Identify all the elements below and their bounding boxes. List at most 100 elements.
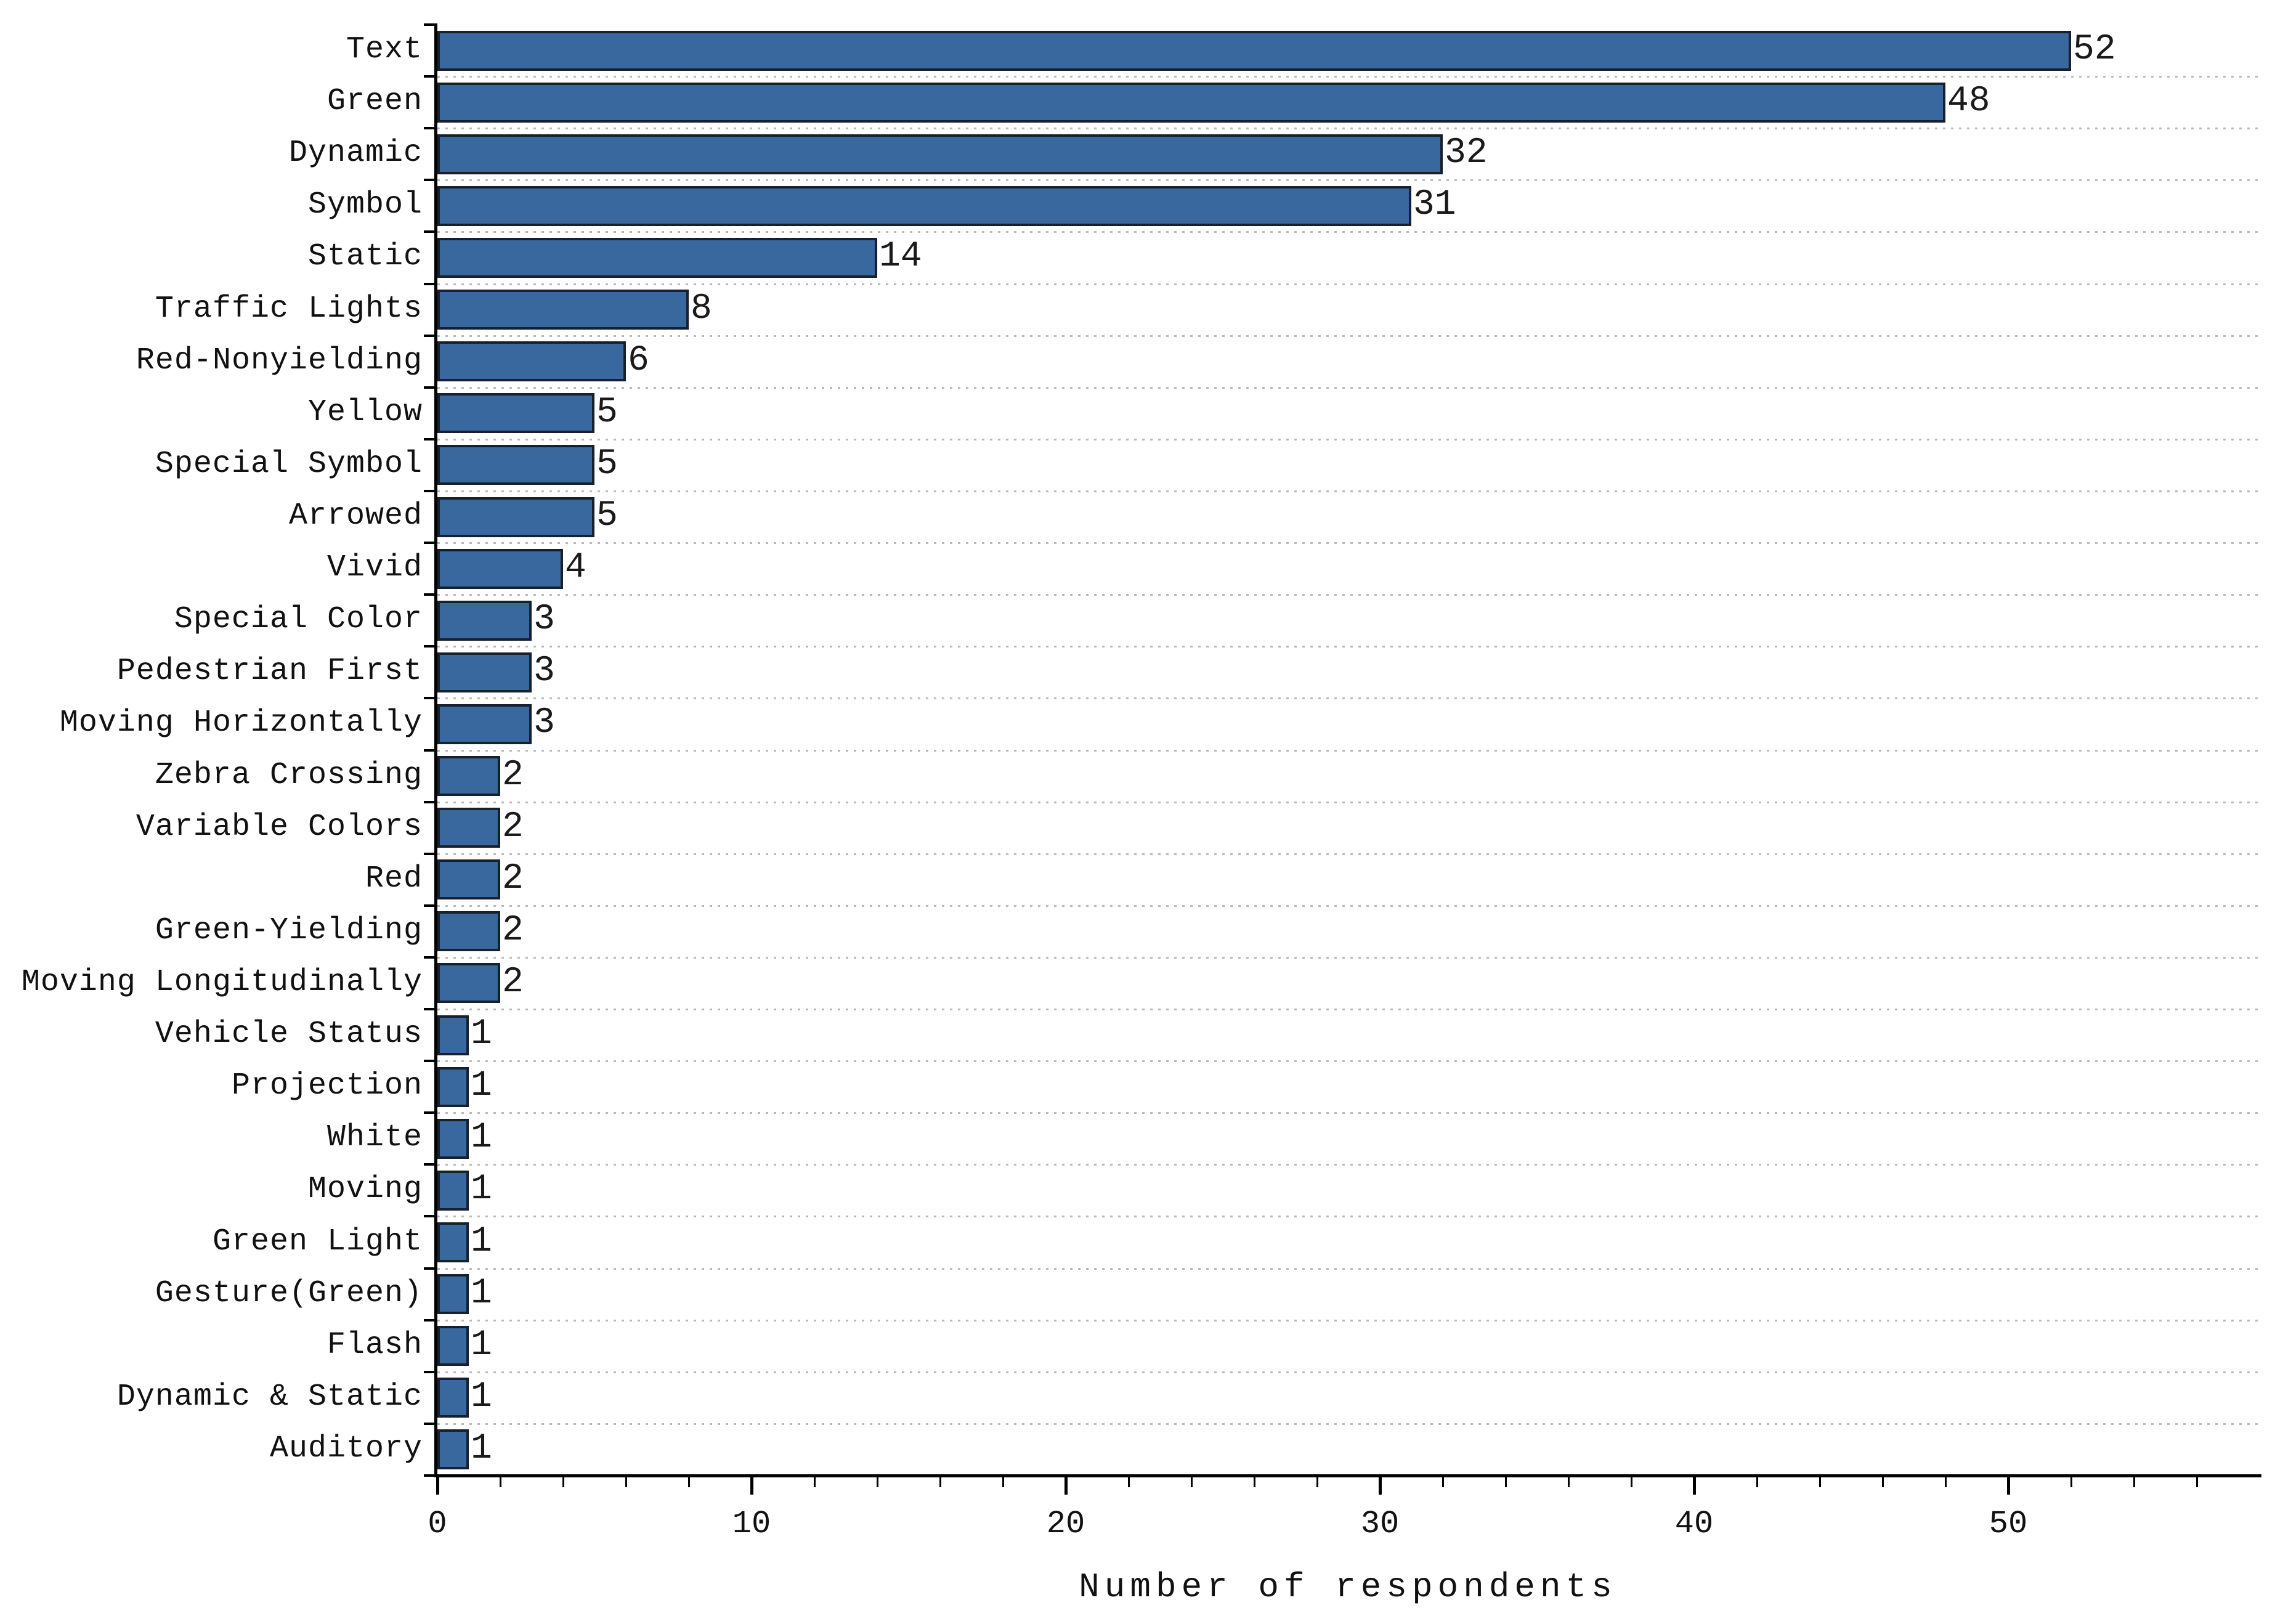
y-tick-label: Dynamic bbox=[288, 136, 423, 171]
gridline bbox=[437, 1060, 2260, 1063]
gridline bbox=[437, 646, 2260, 648]
bar-special-color bbox=[437, 601, 532, 641]
y-tick-label: Auditory bbox=[269, 1431, 423, 1466]
y-axis-tick bbox=[424, 230, 434, 233]
y-axis-tick bbox=[424, 75, 434, 78]
y-tick-label: Arrowed bbox=[288, 498, 423, 534]
y-axis-tick bbox=[424, 1111, 434, 1114]
y-axis-tick bbox=[424, 1370, 434, 1373]
y-tick-label: Moving bbox=[307, 1172, 423, 1207]
x-tick-label: 40 bbox=[1674, 1506, 1714, 1542]
x-axis-minor-tick bbox=[562, 1477, 564, 1487]
x-axis-minor-tick bbox=[877, 1477, 878, 1487]
y-tick-label: Green bbox=[326, 84, 423, 119]
bar-value-label: 31 bbox=[1413, 184, 1456, 225]
bar-value-label: 2 bbox=[502, 806, 524, 847]
bar-value-label: 3 bbox=[533, 599, 555, 639]
bar-vivid bbox=[437, 549, 563, 589]
x-axis-minor-tick bbox=[2196, 1477, 2198, 1487]
gridline bbox=[437, 386, 2260, 389]
x-axis-minor-tick bbox=[1128, 1477, 1130, 1487]
y-axis-tick bbox=[424, 1163, 434, 1166]
bar-dynamic bbox=[437, 134, 1443, 174]
y-axis-tick bbox=[424, 645, 434, 648]
y-axis-tick bbox=[424, 127, 434, 130]
bar-value-label: 3 bbox=[533, 651, 555, 691]
bar-moving-longitudinally bbox=[437, 963, 500, 1003]
y-axis-tick bbox=[424, 593, 434, 596]
bar-value-label: 1 bbox=[471, 1169, 492, 1209]
gridline bbox=[437, 76, 2260, 78]
y-axis-tick bbox=[424, 697, 434, 700]
y-axis-tick bbox=[424, 1474, 434, 1477]
x-axis-minor-tick bbox=[500, 1477, 501, 1487]
y-axis-tick bbox=[424, 904, 434, 907]
gridline bbox=[437, 231, 2260, 233]
bar-value-label: 5 bbox=[596, 495, 618, 536]
x-axis-minor-tick bbox=[939, 1477, 941, 1487]
y-axis-tick bbox=[424, 1318, 434, 1322]
gridline bbox=[437, 438, 2260, 441]
bar-vehicle-status bbox=[437, 1015, 469, 1055]
y-tick-label: Yellow bbox=[307, 395, 423, 430]
x-tick-label: 20 bbox=[1046, 1506, 1085, 1542]
x-axis-major-tick bbox=[750, 1477, 753, 1495]
gridline bbox=[437, 801, 2260, 803]
x-axis-major-tick bbox=[1064, 1477, 1068, 1495]
y-axis-tick bbox=[424, 1008, 434, 1011]
bar-flash bbox=[437, 1326, 469, 1366]
bar-value-label: 1 bbox=[471, 1428, 492, 1469]
gridline bbox=[437, 490, 2260, 492]
x-axis-major-tick bbox=[1379, 1477, 1382, 1495]
bar-value-label: 5 bbox=[596, 444, 618, 484]
bar-moving-horizontally bbox=[437, 704, 532, 744]
gridline bbox=[437, 1423, 2260, 1425]
y-tick-label: Green Light bbox=[212, 1224, 423, 1259]
bar-white bbox=[437, 1119, 469, 1159]
x-axis-minor-tick bbox=[688, 1477, 690, 1487]
y-axis-tick bbox=[424, 749, 434, 752]
bar-value-label: 2 bbox=[502, 755, 524, 795]
bar-text bbox=[437, 31, 2071, 71]
gridline bbox=[437, 956, 2260, 959]
gridline bbox=[437, 594, 2260, 596]
bar-green-yielding bbox=[437, 911, 500, 951]
y-axis-tick bbox=[424, 1060, 434, 1063]
y-tick-label: Moving Longitudinally bbox=[21, 965, 423, 1000]
gridline bbox=[437, 1112, 2260, 1114]
bar-gesture-green- bbox=[437, 1274, 469, 1314]
y-tick-label: Flash bbox=[326, 1328, 423, 1363]
x-axis-minor-tick bbox=[1254, 1477, 1255, 1487]
x-axis-major-tick bbox=[1693, 1477, 1696, 1495]
gridline bbox=[437, 283, 2260, 285]
x-axis-minor-tick bbox=[625, 1477, 627, 1487]
y-tick-label: Red bbox=[365, 861, 423, 896]
x-axis-minor-tick bbox=[1442, 1477, 1444, 1487]
bar-symbol bbox=[437, 186, 1411, 226]
x-axis-minor-tick bbox=[1945, 1477, 1947, 1487]
x-axis-title: Number of respondents bbox=[1079, 1567, 1617, 1607]
bar-static bbox=[437, 238, 877, 278]
bar-value-label: 4 bbox=[565, 547, 586, 588]
bar-value-label: 1 bbox=[471, 1376, 492, 1417]
y-tick-label: Gesture(Green) bbox=[155, 1276, 423, 1311]
x-axis-minor-tick bbox=[1756, 1477, 1758, 1487]
y-axis-tick bbox=[424, 542, 434, 545]
bar-value-label: 3 bbox=[533, 702, 555, 743]
gridline bbox=[437, 749, 2260, 752]
y-axis-tick bbox=[424, 956, 434, 959]
y-axis-spine bbox=[434, 23, 437, 1477]
bar-value-label: 32 bbox=[1445, 132, 1488, 173]
y-tick-label: Red-Nonyielding bbox=[136, 343, 423, 378]
x-tick-label: 10 bbox=[732, 1506, 771, 1542]
bar-value-label: 1 bbox=[471, 1065, 492, 1106]
bar-auditory bbox=[437, 1429, 469, 1469]
y-tick-label: Pedestrian First bbox=[116, 654, 423, 689]
x-axis-minor-tick bbox=[1191, 1477, 1193, 1487]
y-tick-label: Special Symbol bbox=[155, 447, 423, 482]
bar-dynamic-static bbox=[437, 1378, 469, 1418]
y-tick-label: Moving Horizontally bbox=[59, 705, 423, 741]
bar-value-label: 2 bbox=[502, 962, 524, 1002]
x-axis-major-tick bbox=[436, 1477, 439, 1495]
